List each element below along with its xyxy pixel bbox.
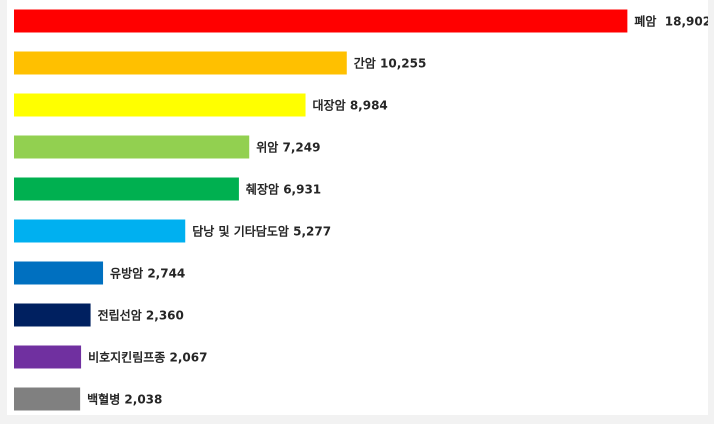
- bar-label-4: 위암 7,249: [256, 141, 320, 155]
- bar-3: [14, 93, 306, 117]
- bar-1: [14, 9, 628, 33]
- bar-chart: 폐암 18,902 간암 10,255 대장암 8,984 위암 7,249 췌장암 6…: [14, 9, 708, 411]
- bar-9: [14, 345, 82, 369]
- bar-label-5: 췌장암 6,931: [246, 183, 321, 197]
- bar-2: [14, 51, 347, 75]
- bar-6: [14, 219, 186, 243]
- bar-label-10: 백혈병 2,038: [87, 392, 162, 407]
- bar-7: [14, 261, 104, 285]
- bar-10: [14, 387, 81, 411]
- bar-label-7: 유방암 2,744: [110, 266, 185, 281]
- bar-label-1: 폐암 18,902: [634, 14, 708, 29]
- bar-4: [14, 135, 250, 159]
- bar-label-9: 비호지킨림프종 2,067: [88, 350, 207, 365]
- chart-panel: 폐암 18,902 간암 10,255 대장암 8,984 위암 7,249 췌장암 6…: [7, 0, 708, 415]
- bar-5: [14, 177, 239, 201]
- bar-label-3: 대장암 8,984: [313, 99, 388, 113]
- bar-8: [14, 303, 91, 327]
- bar-label-6: 담낭 및 기타담도암 5,277: [192, 224, 331, 239]
- bar-label-8: 전립선암 2,360: [98, 308, 184, 323]
- bar-label-2: 간암 10,255: [354, 56, 427, 71]
